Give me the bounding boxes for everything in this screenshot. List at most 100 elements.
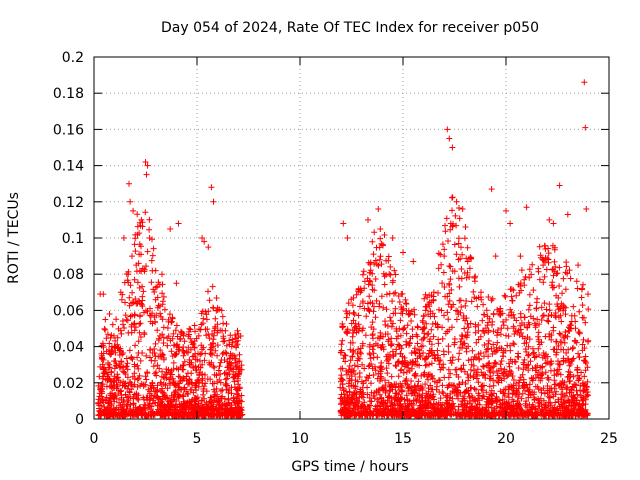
scatter-point <box>574 409 581 416</box>
scatter-point <box>355 363 361 370</box>
scatter-point <box>154 362 161 369</box>
scatter-point <box>579 302 586 309</box>
scatter-point <box>444 309 451 316</box>
scatter-point <box>151 314 158 321</box>
scatter-point <box>542 360 549 367</box>
scatter-point <box>219 393 226 400</box>
scatter-point <box>447 276 454 283</box>
scatter-point <box>157 310 164 317</box>
scatter-point <box>494 339 501 346</box>
scatter-point <box>139 293 146 300</box>
scatter-point <box>181 338 188 345</box>
scatter-point <box>422 381 429 388</box>
scatter-point <box>390 290 397 297</box>
scatter-point <box>548 312 555 318</box>
scatter-point <box>351 362 358 369</box>
scatter-point <box>142 209 149 216</box>
scatter-point <box>180 330 187 337</box>
scatter-point <box>505 399 512 406</box>
scatter-point <box>187 335 194 342</box>
scatter-point <box>490 363 497 370</box>
scatter-point <box>425 385 432 392</box>
scatter-point <box>455 235 462 242</box>
scatter-point <box>135 338 142 345</box>
scatter-point <box>481 311 488 318</box>
scatter-point <box>455 240 462 247</box>
scatter-point <box>498 358 505 364</box>
scatter-point <box>123 394 130 401</box>
scatter-point <box>172 327 179 334</box>
scatter-point <box>585 291 591 298</box>
scatter-point <box>196 372 203 379</box>
scatter-point <box>466 265 473 272</box>
scatter-point <box>480 301 487 308</box>
scatter-point <box>374 354 381 361</box>
scatter-point <box>152 296 159 303</box>
scatter-point <box>365 259 372 266</box>
scatter-point <box>139 350 146 356</box>
scatter-point <box>578 369 585 376</box>
scatter-point <box>412 361 418 368</box>
scatter-point <box>197 326 204 333</box>
scatter-point <box>510 323 517 330</box>
scatter-point <box>451 389 458 396</box>
scatter-point <box>496 308 503 315</box>
scatter-point <box>156 365 163 372</box>
scatter-point <box>132 235 139 242</box>
scatter-point <box>377 235 384 242</box>
scatter-point <box>448 360 455 367</box>
scatter-point <box>540 312 547 319</box>
scatter-point <box>581 373 588 380</box>
scatter-point <box>435 358 442 364</box>
scatter-point <box>536 243 543 250</box>
scatter-point <box>545 245 552 252</box>
scatter-point <box>471 274 478 281</box>
scatter-point <box>515 394 522 400</box>
scatter-point <box>161 306 168 313</box>
scatter-point <box>484 409 491 416</box>
scatter-point <box>560 275 567 282</box>
scatter-point <box>428 372 435 379</box>
scatter-point <box>237 366 244 373</box>
scatter-point <box>364 391 371 398</box>
scatter-point <box>158 373 165 380</box>
scatter-point <box>238 392 245 399</box>
scatter-point <box>497 388 504 395</box>
scatter-point <box>522 273 529 280</box>
scatter-point <box>571 406 578 413</box>
scatter-point <box>109 385 116 392</box>
scatter-point <box>212 315 219 322</box>
scatter-point <box>113 362 120 369</box>
scatter-point <box>497 361 504 368</box>
scatter-point <box>414 340 421 347</box>
scatter-point <box>225 399 232 406</box>
scatter-point <box>558 395 565 401</box>
scatter-point <box>572 381 579 388</box>
spike-point <box>167 226 174 232</box>
scatter-point <box>126 347 133 354</box>
scatter-point <box>220 320 227 327</box>
scatter-point <box>465 374 472 381</box>
scatter-point <box>350 317 357 324</box>
scatter-point <box>563 263 570 270</box>
scatter-point <box>564 270 571 277</box>
scatter-point <box>393 381 400 388</box>
scatter-point <box>210 305 217 312</box>
scatter-point <box>536 276 543 283</box>
scatter-point <box>438 261 445 268</box>
scatter-point <box>185 391 192 397</box>
scatter-point <box>430 333 437 340</box>
scatter-point <box>132 296 139 302</box>
scatter-point <box>499 396 506 403</box>
scatter-point <box>512 359 519 365</box>
scatter-point <box>130 299 137 306</box>
spike-point <box>201 238 208 245</box>
scatter-point <box>500 389 507 396</box>
scatter-point <box>149 400 156 407</box>
scatter-point <box>495 409 502 416</box>
scatter-point <box>415 382 422 389</box>
spike-point <box>340 220 347 227</box>
scatter-point <box>150 363 157 370</box>
scatter-point <box>523 398 530 405</box>
scatter-point <box>192 384 199 391</box>
